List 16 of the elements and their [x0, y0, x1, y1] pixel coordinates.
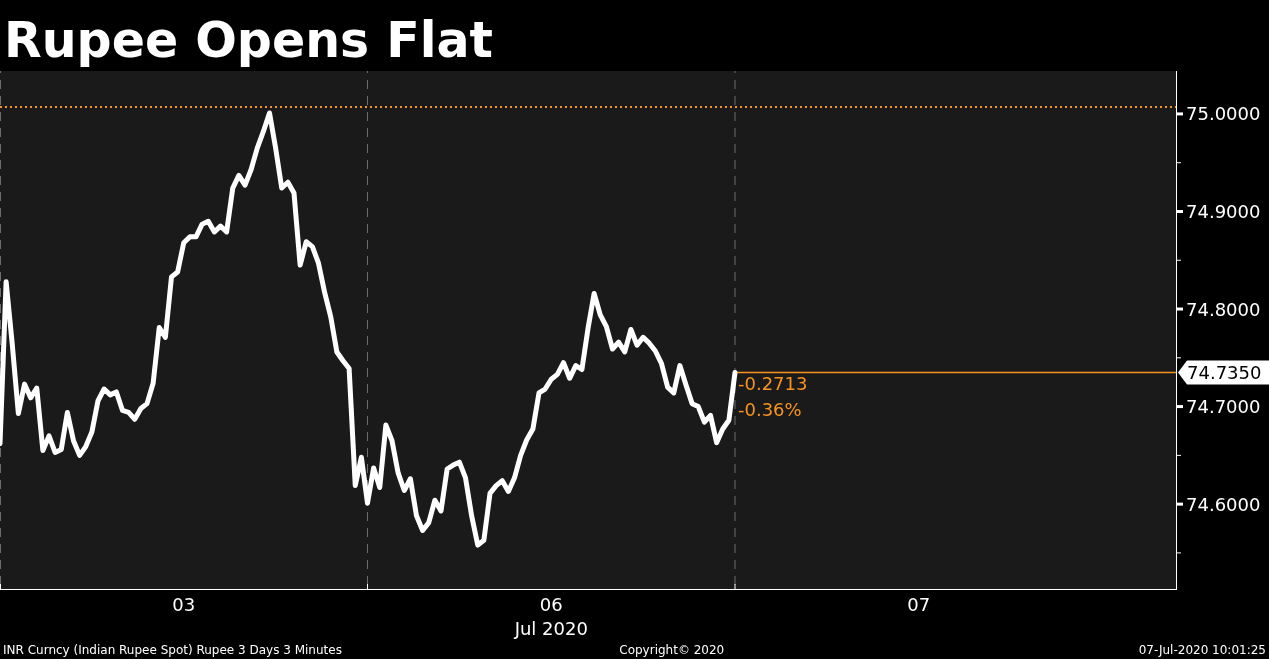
y-tick-label: 74.7000	[1186, 396, 1261, 418]
x-tick-label: 07	[907, 593, 931, 615]
y-tick-label: 74.8000	[1186, 298, 1261, 320]
y-tick-label: 74.9000	[1186, 200, 1261, 222]
text: 07-Jul-2020 10:01:25	[1138, 643, 1266, 657]
x-tick-label: 03	[172, 593, 196, 615]
x-tick-label: 06	[539, 593, 563, 615]
y-tick-label: 74.6000	[1186, 493, 1261, 515]
text: INR Curncy (Indian Rupee Spot) Rupee 3 Days 3 Minutes	[3, 643, 342, 657]
y-tick-label: 75.0000	[1186, 103, 1261, 125]
annotation: -0.2713	[738, 373, 808, 395]
annotation: -0.36%	[738, 399, 802, 421]
ref-line-label: 74.7350	[1187, 361, 1262, 383]
x-axis-title: Jul 2020	[513, 617, 588, 639]
text: Copyright© 2020	[619, 643, 725, 657]
chart-title: Rupee Opens Flat	[4, 12, 494, 69]
